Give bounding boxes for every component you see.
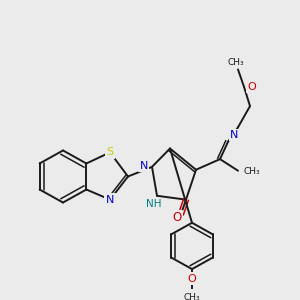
Text: N: N (106, 195, 114, 205)
Text: CH₃: CH₃ (228, 58, 244, 67)
Text: CH₃: CH₃ (184, 292, 200, 300)
Text: NH: NH (146, 200, 162, 209)
Text: O: O (247, 82, 256, 92)
Text: S: S (106, 147, 114, 158)
Text: O: O (188, 274, 196, 284)
Text: O: O (172, 212, 182, 224)
Text: N: N (230, 130, 238, 140)
Text: CH₃: CH₃ (243, 167, 260, 176)
Text: N: N (140, 161, 148, 171)
